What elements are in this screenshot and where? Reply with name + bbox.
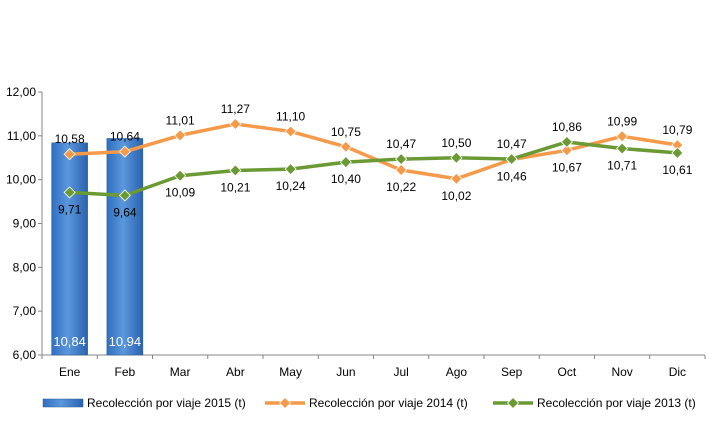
series-marker xyxy=(174,169,187,182)
series-marker xyxy=(450,151,463,164)
series-2014-data-label: 11,27 xyxy=(221,102,250,116)
y-tick-label: 10,00 xyxy=(6,173,36,187)
y-axis: 6,00 7,00 8,00 9,00 10,00 11,00 12,00 xyxy=(6,85,43,362)
series-2013-data-label: 10,21 xyxy=(220,180,250,194)
x-tick-label: May xyxy=(279,365,302,379)
data-labels: 10,58 9,71 10,64 9,64 11,01 10,09 11,27 10,21 11… xyxy=(55,102,693,219)
series-2014-data-label: 10,75 xyxy=(331,125,361,139)
bar-series-2015: 10,84 10,94 xyxy=(51,138,144,356)
series-2014-data-label: 11,01 xyxy=(166,113,195,127)
series-2014-data-label: 11,10 xyxy=(276,109,305,123)
bar xyxy=(106,138,144,356)
series-2014-data-label: 10,02 xyxy=(441,189,471,203)
series-marker xyxy=(450,172,463,185)
series-marker xyxy=(505,152,518,166)
series-marker xyxy=(229,164,242,177)
series-marker xyxy=(174,129,187,142)
series-2013-data-label: 10,50 xyxy=(441,136,471,150)
series-2013-data-label: 10,47 xyxy=(497,137,527,151)
series-marker xyxy=(671,146,684,159)
y-tick-label: 6,00 xyxy=(13,348,37,362)
series-2014-data-label: 10,64 xyxy=(110,130,140,144)
x-tick-label: Dic xyxy=(669,365,686,379)
series-marker xyxy=(284,125,297,138)
series-2014-data-label: 10,58 xyxy=(55,132,85,146)
legend: Recolección por viaje 2015 (t) Recolecció… xyxy=(42,396,696,410)
series-2013-data-label: 9,64 xyxy=(113,205,137,219)
series-2013-data-label: 9,71 xyxy=(58,202,82,216)
legend-marker xyxy=(278,396,292,410)
series-marker xyxy=(339,140,352,153)
series-2013-data-label: 10,47 xyxy=(386,137,416,151)
y-tick-label: 8,00 xyxy=(13,260,37,274)
bar xyxy=(51,142,88,356)
legend-label: Recolección por viaje 2014 (t) xyxy=(309,396,468,410)
x-tick-label: Mar xyxy=(170,365,191,379)
series-2013-data-label: 10,61 xyxy=(662,163,692,177)
y-tick-label: 9,00 xyxy=(13,217,37,231)
x-tick-label: Ago xyxy=(446,365,468,379)
series-marker xyxy=(395,163,408,177)
series-marker xyxy=(616,130,629,143)
x-tick-label: Nov xyxy=(611,365,632,379)
series-2014-data-label: 10,46 xyxy=(497,170,527,184)
series-2013-data-label: 10,86 xyxy=(552,120,582,134)
series-marker xyxy=(395,152,408,166)
series-2013-data-label: 10,24 xyxy=(276,179,306,193)
line-series xyxy=(63,117,684,202)
x-tick-label: Ene xyxy=(59,365,81,379)
series-2014-data-label: 10,67 xyxy=(552,160,582,174)
series-marker xyxy=(284,163,297,176)
legend-marker xyxy=(506,396,520,410)
legend-label: Recolección por viaje 2015 (t) xyxy=(87,396,246,410)
series-marker xyxy=(63,148,76,161)
series-marker xyxy=(339,156,352,169)
series-2014-data-label: 10,22 xyxy=(386,180,416,194)
legend-swatch xyxy=(42,398,84,408)
x-tick-label: Abr xyxy=(226,365,245,379)
legend-label: Recolección por viaje 2013 (t) xyxy=(537,396,696,410)
series-2014-data-label: 10,79 xyxy=(662,123,692,137)
series-marker xyxy=(560,144,573,157)
series-line xyxy=(69,122,678,181)
x-tick-label: Jul xyxy=(393,365,408,379)
series-marker xyxy=(63,186,76,199)
x-tick-label: Sep xyxy=(501,365,523,379)
y-tick-label: 11,00 xyxy=(7,129,36,143)
x-tick-label: Oct xyxy=(558,365,577,379)
series-2014-data-label: 10,99 xyxy=(607,114,637,128)
series-marker xyxy=(560,135,573,149)
series-marker xyxy=(118,145,131,158)
series-marker xyxy=(616,142,629,155)
y-tick-label: 12,00 xyxy=(6,85,36,99)
x-tick-label: Jun xyxy=(336,365,355,379)
series-marker xyxy=(229,117,242,131)
series-marker xyxy=(118,189,131,202)
series-2013-data-label: 10,71 xyxy=(607,159,637,173)
x-axis: Ene Feb Mar Abr May Jun Jul Ago Sep Oct Nov Dic xyxy=(41,354,706,379)
bar-data-label: 10,94 xyxy=(109,334,142,349)
series-2013-data-label: 10,09 xyxy=(165,186,195,200)
y-tick-label: 7,00 xyxy=(13,304,37,318)
bar-data-label: 10,84 xyxy=(53,334,86,349)
x-tick-label: Feb xyxy=(115,365,136,379)
series-line xyxy=(69,140,678,198)
series-2013-data-label: 10,40 xyxy=(331,172,361,186)
